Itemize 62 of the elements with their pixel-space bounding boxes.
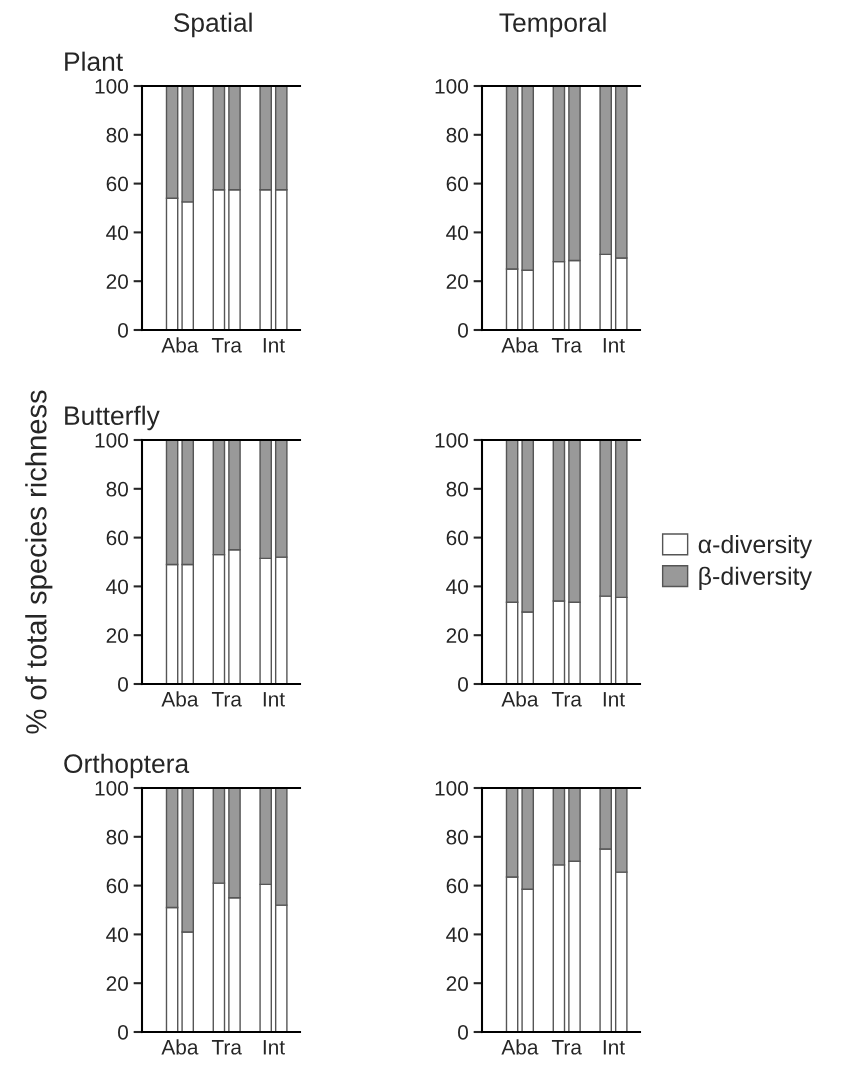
x-tick-label: Int [263, 692, 285, 707]
y-tick-label: 80 [106, 481, 128, 497]
x-tick-label: Int [603, 338, 625, 353]
y-tick-label: 100 [95, 79, 128, 94]
y-tick-label: 0 [458, 1025, 468, 1040]
y-tick-label: 100 [95, 781, 128, 796]
y-tick-label: 60 [106, 878, 128, 894]
x-tick-label: Int [603, 692, 625, 707]
y-tick-label: 0 [118, 677, 128, 692]
y-tick-label: 80 [446, 829, 468, 845]
chart-subtitle: Butterfly [65, 405, 160, 431]
x-tick-label: Int [603, 1040, 625, 1055]
y-tick-label: 60 [446, 530, 468, 546]
legend-label: α-diversity [698, 534, 813, 559]
x-tick-label: Aba [501, 337, 539, 353]
y-tick-label: 40 [106, 927, 128, 943]
x-tick-label: Aba [161, 1039, 199, 1055]
y-tick-label: 60 [446, 878, 468, 894]
x-tick-label: Tra [551, 338, 582, 353]
y-tick-label: 80 [446, 481, 468, 497]
x-tick-label: Tra [551, 692, 582, 707]
y-tick-label: 20 [106, 274, 128, 289]
x-tick-label: Aba [501, 1039, 539, 1055]
y-tick-label: 20 [446, 274, 468, 289]
y-axis-title: % of total species richness [25, 390, 53, 734]
chart-subtitle: Orthoptera [64, 753, 190, 779]
y-tick-label: 20 [446, 976, 468, 991]
y-tick-label: 100 [95, 433, 128, 448]
y-tick-label: 20 [106, 628, 128, 643]
y-tick-label: 0 [458, 323, 468, 338]
x-tick-label: Int [263, 338, 285, 353]
y-tick-label: 100 [435, 79, 468, 94]
chart-subtitle: Plant [65, 51, 123, 72]
legend-label: β-diversity [699, 566, 812, 590]
x-tick-label: Tra [211, 692, 242, 707]
y-tick-label: 0 [118, 1025, 128, 1040]
y-tick-label: 40 [106, 579, 128, 595]
y-tick-label: 80 [106, 829, 128, 845]
y-tick-label: 0 [458, 677, 468, 692]
x-tick-label: Aba [501, 691, 539, 707]
y-tick-label: 0 [118, 323, 128, 338]
y-tick-label: 40 [446, 225, 468, 241]
y-tick-label: 20 [446, 628, 468, 643]
y-tick-label: 100 [435, 781, 468, 796]
y-tick-label: 40 [446, 579, 468, 595]
x-tick-label: Int [263, 1040, 285, 1055]
y-tick-label: 60 [446, 176, 468, 192]
chart-title: Temporal [499, 12, 606, 38]
x-tick-label: Tra [551, 1040, 582, 1055]
y-tick-label: 60 [106, 530, 128, 546]
y-tick-label: 80 [106, 127, 128, 143]
y-tick-label: 40 [446, 927, 468, 943]
x-tick-label: Tra [211, 1040, 242, 1055]
y-tick-label: 40 [106, 225, 128, 241]
y-tick-label: 80 [446, 127, 468, 143]
y-tick-label: 100 [435, 433, 468, 448]
chart-title: Spatial [173, 12, 252, 38]
x-tick-label: Aba [161, 337, 199, 353]
x-tick-label: Tra [211, 338, 242, 353]
y-tick-label: 60 [106, 176, 128, 192]
x-tick-label: Aba [161, 691, 199, 707]
y-tick-label: 20 [106, 976, 128, 991]
